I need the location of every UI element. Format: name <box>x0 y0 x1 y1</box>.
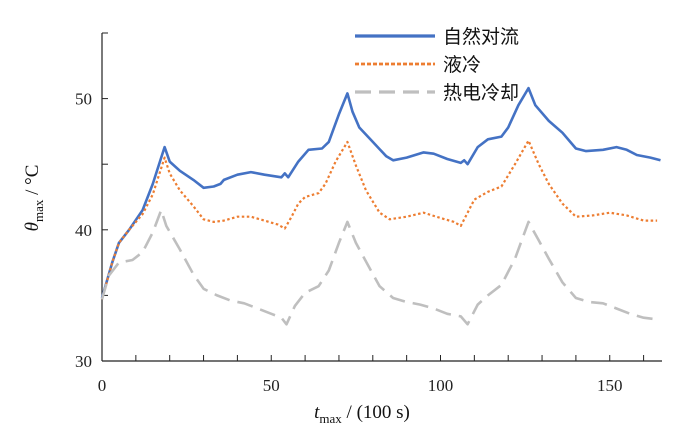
axes: 30 40 50 0 50 100 150 <box>75 32 662 395</box>
y-tick-label: 30 <box>75 352 92 371</box>
legend-label-3: 热电冷却 <box>443 82 519 104</box>
y-tick-label: 40 <box>75 221 92 240</box>
x-tick-label: 100 <box>428 376 454 395</box>
series-line-2 <box>100 139 658 300</box>
series-lines <box>100 86 661 326</box>
x-axis-label: tmax / (100 s) <box>314 402 410 426</box>
x-tick-label: 150 <box>597 376 623 395</box>
series-line-3 <box>100 208 654 326</box>
x-tick-label: 50 <box>263 376 280 395</box>
x-tick-label: 0 <box>98 376 107 395</box>
legend-label-1: 自然对流 <box>443 26 519 48</box>
legend-label-2: 液冷 <box>443 54 481 76</box>
y-axis-label: θmax / °C <box>22 165 46 232</box>
series-line-1 <box>100 86 661 299</box>
y-tick-label: 50 <box>75 90 92 109</box>
